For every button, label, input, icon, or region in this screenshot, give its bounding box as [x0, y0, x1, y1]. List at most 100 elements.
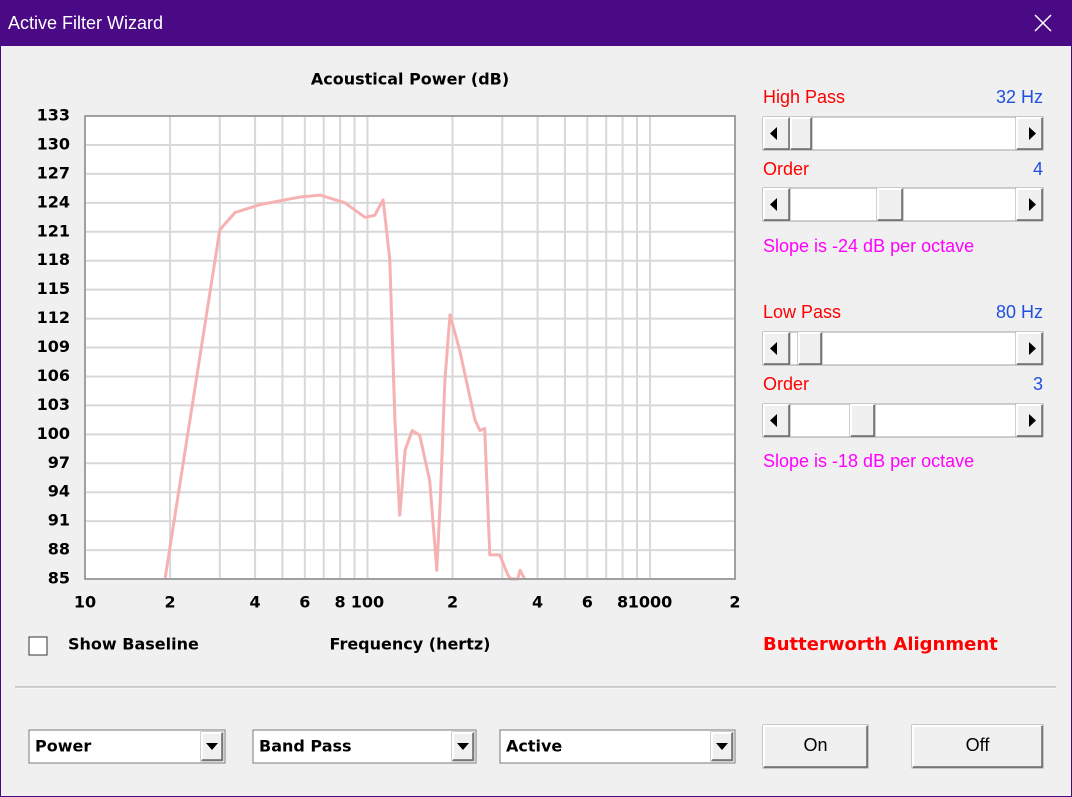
- dropdown-button-highlight: [201, 732, 222, 760]
- dropdown-button-shadow: [712, 733, 733, 761]
- low-pass-value: 80 Hz: [996, 302, 1043, 322]
- dropdown-arrow: [206, 743, 218, 750]
- scroll-thumb-highlight: [877, 188, 902, 220]
- scroll-thumb-shadow: [878, 189, 903, 221]
- scroll-left-button-highlight: [763, 332, 789, 364]
- dropdown-value[interactable]: Band Pass: [259, 737, 352, 756]
- y-tick-label: 97: [48, 453, 70, 472]
- right-arrow: [1029, 198, 1036, 211]
- x-tick-label: 8: [335, 593, 346, 612]
- dropdown-arrow: [716, 743, 728, 750]
- left-arrow: [770, 127, 777, 140]
- scroll-thumb[interactable]: [789, 116, 813, 151]
- scroll-right-button-shadow: [1017, 333, 1043, 365]
- scroll-thumb-shadow: [799, 333, 822, 365]
- scroll-right-button-highlight: [1016, 404, 1042, 436]
- plot-border: [84, 115, 736, 580]
- x-tick-label: 10: [74, 593, 96, 612]
- low-slope-text: Slope is -18 dB per octave: [763, 451, 974, 471]
- x-tick-label: 4: [250, 593, 261, 612]
- button-shadow: [764, 726, 868, 768]
- y-tick-label: 121: [37, 221, 70, 240]
- y-tick-label: 85: [48, 569, 70, 588]
- title-bar: [0, 0, 1072, 46]
- x-axis-label: Frequency (hertz): [330, 635, 491, 654]
- y-tick-label: 100: [37, 424, 70, 443]
- high-order-label: Order: [763, 159, 809, 179]
- y-tick-label: 130: [37, 134, 70, 153]
- dropdown-arrow: [457, 743, 469, 750]
- x-tick-label: 100: [351, 593, 384, 612]
- high-order-value: 4: [1033, 159, 1043, 179]
- x-tick-label: 2: [447, 593, 458, 612]
- dropdown[interactable]: [499, 729, 736, 764]
- button-highlight: [763, 725, 867, 767]
- y-tick-label: 115: [37, 279, 70, 298]
- scroll-left-button-shadow: [764, 405, 790, 437]
- low-order-value: 3: [1033, 374, 1043, 394]
- x-tick-label: 2: [164, 593, 175, 612]
- scroll-left-button-highlight: [763, 404, 789, 436]
- scroll-thumb-highlight: [850, 404, 874, 436]
- dropdown-button-shadow: [453, 733, 474, 761]
- x-tick-label: 4: [532, 593, 543, 612]
- scroll-right-button[interactable]: [1015, 331, 1044, 366]
- left-arrow: [770, 198, 777, 211]
- scroll-left-button-shadow: [764, 189, 790, 221]
- dropdown-value[interactable]: Active: [506, 737, 562, 756]
- y-tick-label: 106: [37, 366, 70, 385]
- scroll-right-button-shadow: [1017, 118, 1043, 150]
- baseline-checkbox[interactable]: [28, 636, 48, 656]
- x-tick-label: 1000: [628, 593, 673, 612]
- x-tick-label: 6: [299, 593, 310, 612]
- high-slope-text: Slope is -24 dB per octave: [763, 236, 974, 256]
- right-arrow: [1029, 342, 1036, 355]
- dropdown-button-highlight: [452, 732, 473, 760]
- y-tick-label: 133: [37, 106, 70, 125]
- scroll-right-button-highlight: [1016, 188, 1042, 220]
- y-tick-label: 91: [48, 511, 70, 530]
- chart-title: Acoustical Power (dB): [311, 70, 509, 89]
- button[interactable]: [762, 724, 869, 769]
- y-tick-label: 124: [37, 192, 70, 211]
- y-tick-label: 109: [37, 337, 70, 356]
- scroll-right-button-shadow: [1017, 405, 1043, 437]
- dropdown[interactable]: [252, 729, 477, 764]
- scroll-left-button-highlight: [763, 188, 789, 220]
- response-line: [163, 193, 526, 581]
- dropdown-value[interactable]: Power: [35, 737, 91, 756]
- button-label[interactable]: On: [803, 735, 827, 755]
- scroll-left-button-shadow: [764, 118, 790, 150]
- scroll-thumb[interactable]: [797, 331, 823, 366]
- scroll-thumb-highlight: [790, 117, 811, 149]
- y-tick-label: 88: [48, 540, 70, 559]
- y-tick-label: 127: [37, 163, 70, 182]
- y-tick-label: 118: [37, 250, 70, 269]
- dropdown-button-highlight: [711, 732, 732, 760]
- scroll-thumb-shadow: [791, 118, 812, 150]
- x-tick-label: 6: [582, 593, 593, 612]
- low-pass-label: Low Pass: [763, 302, 841, 322]
- scroll-right-button-highlight: [1016, 332, 1042, 364]
- dropdown[interactable]: [28, 729, 226, 764]
- right-arrow: [1029, 127, 1036, 140]
- left-arrow: [770, 414, 777, 427]
- left-arrow: [770, 342, 777, 355]
- scroll-thumb[interactable]: [876, 187, 904, 222]
- button[interactable]: [911, 724, 1044, 769]
- y-tick-label: 103: [37, 395, 70, 414]
- high-pass-label: High Pass: [763, 87, 845, 107]
- scroll-right-button-shadow: [1017, 189, 1043, 221]
- scroll-left-button-highlight: [763, 117, 789, 149]
- button-label[interactable]: Off: [966, 735, 991, 755]
- alignment-text: Butterworth Alignment: [763, 634, 998, 655]
- button-shadow: [913, 726, 1043, 768]
- y-tick-label: 112: [37, 308, 70, 327]
- x-tick-label: 8: [617, 593, 628, 612]
- show-baseline-label[interactable]: Show Baseline: [68, 635, 199, 654]
- close-button[interactable]: [1020, 5, 1066, 41]
- high-pass-value: 32 Hz: [996, 87, 1043, 107]
- dropdown-button-shadow: [202, 733, 223, 761]
- scroll-thumb[interactable]: [849, 403, 876, 438]
